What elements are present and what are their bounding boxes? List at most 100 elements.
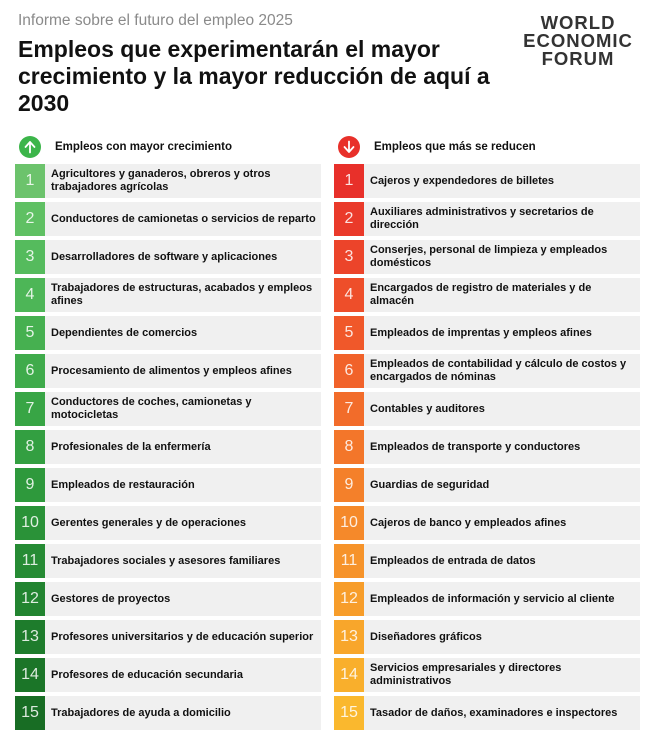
growth-job-rank: 3: [15, 240, 45, 274]
arrow-up-icon: [19, 136, 41, 158]
decline-job-label: Servicios empresariales y directores adm…: [370, 662, 562, 687]
decline-job-label: Empleados de imprentas y empleos afines: [370, 326, 592, 339]
growth-job-row: 2 Conductores de camionetas o servicios d…: [15, 202, 321, 236]
decline-job-label: Auxiliares administrativos y secretarios…: [370, 206, 594, 231]
growth-job-label: Agricultores y ganaderos, obreros y otro…: [51, 168, 271, 193]
logo-line-3: FORUM: [541, 48, 615, 69]
growth-job-rank: 6: [15, 354, 45, 388]
decline-job-label: Empleados de información y servicio al c…: [370, 592, 615, 605]
decline-list: 1 Cajeros y expendedores de billetes 2 Auxi…: [334, 164, 640, 730]
decline-job-rank: 13: [334, 620, 364, 654]
growth-job-row: 6 Procesamiento de alimentos y empleos af…: [15, 354, 321, 388]
decline-job-row: 1 Cajeros y expendedores de billetes: [334, 164, 640, 198]
decline-job-label: Cajeros de banco y empleados afines: [370, 516, 567, 529]
growth-job-row: 4 Trabajadores de estructuras, acabados y…: [15, 278, 321, 312]
arrow-down-icon: [338, 136, 360, 158]
decline-job-label: Empleados de contabilidad y cálculo de c…: [370, 358, 627, 383]
growth-job-label: Profesionales de la enfermería: [51, 440, 211, 453]
decline-job-rank: 15: [334, 696, 364, 730]
growth-job-label: Gestores de proyectos: [51, 592, 171, 605]
decline-job-rank: 5: [334, 316, 364, 350]
decline-job-rank: 11: [334, 544, 364, 578]
decline-job-row: 2 Auxiliares administrativos y secretario…: [334, 202, 640, 236]
growth-job-rank: 15: [15, 696, 45, 730]
growth-job-row: 13 Profesores universitarios y de educaci…: [15, 620, 321, 654]
growth-job-rank: 4: [15, 278, 45, 312]
growth-list: 1 Agricultores y ganaderos, obreros y otr…: [15, 164, 321, 730]
decline-job-label: Cajeros y expendedores de billetes: [370, 174, 555, 187]
growth-job-label: Desarrolladores de software y aplicacion…: [51, 250, 278, 263]
growth-job-label: Profesores de educación secundaria: [51, 668, 243, 681]
decline-job-label: Diseñadores gráficos: [370, 630, 482, 643]
growth-job-row: 7 Conductores de coches, camionetas y mot…: [15, 392, 321, 426]
decline-job-row: 14 Servicios empresariales y directores a…: [334, 658, 640, 692]
decline-job-label: Tasador de daños, examinadores e inspect…: [370, 706, 618, 719]
decline-job-row: 9 Guardias de seguridad: [334, 468, 640, 502]
growth-job-row: 14 Profesores de educación secundaria: [15, 658, 321, 692]
growth-job-rank: 10: [15, 506, 45, 540]
growth-header: Empleos con mayor crecimiento: [15, 134, 321, 160]
growth-job-rank: 14: [15, 658, 45, 692]
growth-job-rank: 1: [15, 164, 45, 198]
decline-job-label: Empleados de transporte y conductores: [370, 440, 581, 453]
decline-heading: Empleos que más se reducen: [374, 141, 536, 153]
growth-job-row: 1 Agricultores y ganaderos, obreros y otr…: [15, 164, 321, 198]
decline-job-rank: 8: [334, 430, 364, 464]
growth-job-row: 8 Profesionales de la enfermería: [15, 430, 321, 464]
decline-job-row: 8 Empleados de transporte y conductores: [334, 430, 640, 464]
decline-job-rank: 4: [334, 278, 364, 312]
growth-job-rank: 13: [15, 620, 45, 654]
decline-job-rank: 2: [334, 202, 364, 236]
growth-job-rank: 12: [15, 582, 45, 616]
decline-job-row: 12 Empleados de información y servicio al…: [334, 582, 640, 616]
decline-job-row: 4 Encargados de registro de materiales y …: [334, 278, 640, 312]
decline-job-row: 10 Cajeros de banco y empleados afines: [334, 506, 640, 540]
growth-job-rank: 9: [15, 468, 45, 502]
logo-line-1: WORLD: [540, 12, 616, 33]
decline-column: Empleos que más se reducen 1 Cajeros y ex…: [334, 134, 640, 734]
decline-job-rank: 14: [334, 658, 364, 692]
decline-job-rank: 12: [334, 582, 364, 616]
decline-header: Empleos que más se reducen: [334, 134, 640, 160]
growth-job-label: Conductores de camionetas o servicios de…: [51, 212, 316, 225]
growth-job-label: Conductores de coches, camionetas y moto…: [51, 396, 252, 421]
growth-job-label: Empleados de restauración: [51, 478, 195, 491]
decline-job-label: Conserjes, personal de limpieza y emplea…: [370, 244, 608, 269]
growth-job-label: Gerentes generales y de operaciones: [51, 516, 247, 529]
growth-job-rank: 7: [15, 392, 45, 426]
growth-job-rank: 5: [15, 316, 45, 350]
page-title: Empleos que experimentarán el mayor crec…: [18, 36, 490, 116]
growth-job-label: Profesores universitarios y de educación…: [51, 630, 314, 643]
growth-heading: Empleos con mayor crecimiento: [55, 141, 233, 153]
decline-job-row: 3 Conserjes, personal de limpieza y emple…: [334, 240, 640, 274]
decline-job-row: 6 Empleados de contabilidad y cálculo de …: [334, 354, 640, 388]
growth-job-rank: 2: [15, 202, 45, 236]
growth-job-row: 3 Desarrolladores de software y aplicacio…: [15, 240, 321, 274]
growth-job-row: 12 Gestores de proyectos: [15, 582, 321, 616]
decline-job-row: 11 Empleados de entrada de datos: [334, 544, 640, 578]
decline-job-rank: 10: [334, 506, 364, 540]
logo-arc-icon: [516, 14, 640, 76]
growth-job-label: Trabajadores sociales y asesores familia…: [51, 554, 281, 567]
decline-job-rank: 1: [334, 164, 364, 198]
decline-job-label: Guardias de seguridad: [370, 478, 490, 491]
growth-job-label: Trabajadores de ayuda a domicilio: [51, 706, 231, 719]
report-subtitle: Informe sobre el futuro del empleo 2025: [18, 12, 293, 29]
decline-job-row: 13 Diseñadores gráficos: [334, 620, 640, 654]
growth-job-rank: 8: [15, 430, 45, 464]
growth-job-label: Dependientes de comercios: [51, 326, 198, 339]
logo-line-2: ECONOMIC: [523, 30, 633, 51]
growth-job-row: 10 Gerentes generales y de operaciones: [15, 506, 321, 540]
growth-job-row: 9 Empleados de restauración: [15, 468, 321, 502]
growth-column: Empleos con mayor crecimiento 1 Agriculto…: [15, 134, 321, 734]
decline-job-label: Empleados de entrada de datos: [370, 554, 536, 567]
decline-job-row: 5 Empleados de imprentas y empleos afines: [334, 316, 640, 350]
decline-job-label: Contables y auditores: [370, 402, 485, 415]
decline-job-rank: 7: [334, 392, 364, 426]
decline-job-row: 15 Tasador de daños, examinadores e inspe…: [334, 696, 640, 730]
growth-job-rank: 11: [15, 544, 45, 578]
growth-job-label: Procesamiento de alimentos y empleos afi…: [51, 364, 292, 377]
wef-logo: WORLD ECONOMIC FORUM: [516, 12, 640, 69]
growth-job-row: 5 Dependientes de comercios: [15, 316, 321, 350]
decline-job-rank: 6: [334, 354, 364, 388]
